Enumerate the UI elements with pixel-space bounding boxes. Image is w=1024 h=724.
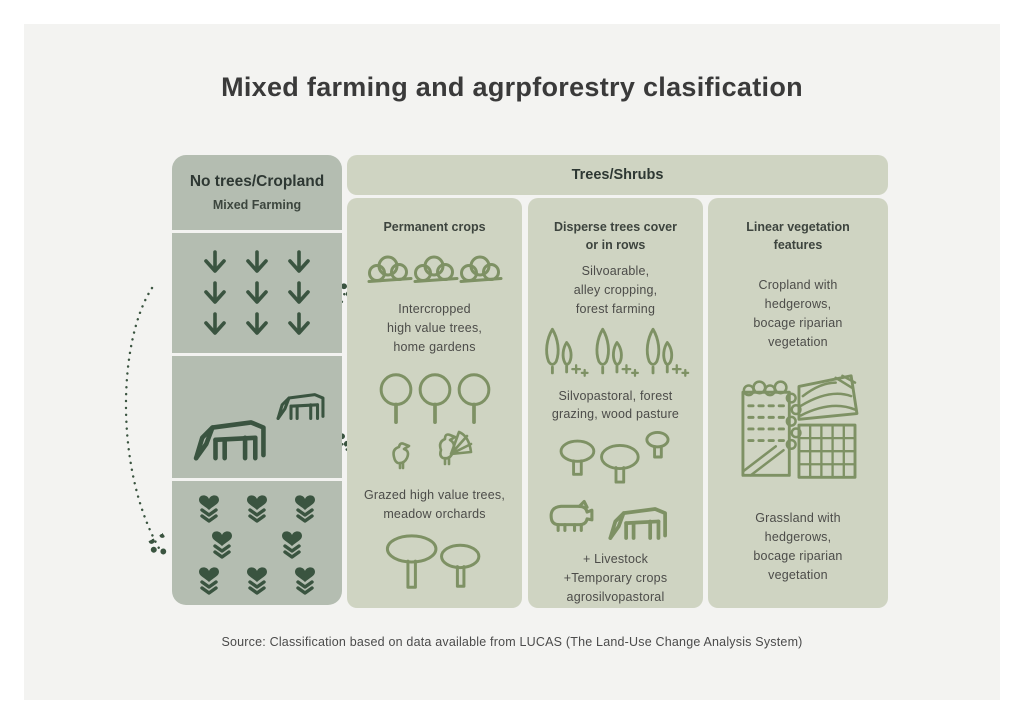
no-trees-cropland-title: No trees/Cropland [189, 173, 325, 190]
column-linear-vegetation: Linear vegetation features Cropland with… [708, 198, 888, 608]
poultry-icon [391, 431, 472, 470]
permanent-crops-title: Permanent crops [383, 220, 486, 234]
grazing-cattle-icon [182, 393, 325, 465]
page-title: Mixed farming and agrpforestry clasifica… [221, 72, 803, 102]
pig-and-cattle-icon [549, 499, 667, 540]
field-parcels-hedgerows-icon [741, 374, 859, 479]
crop-rows-icon [204, 250, 310, 336]
rotation-arrow-left-down [124, 286, 160, 550]
silvoarable-text: Silvoarable, alley cropping, forest farm… [573, 264, 658, 316]
column-disperse-trees: Disperse trees cover or in rows Silvoara… [528, 198, 703, 608]
disperse-trees-title: Disperse trees cover or in rows [554, 220, 677, 253]
seedlings-icon [198, 492, 316, 523]
source-note: Source: Classification based on data ava… [221, 635, 803, 649]
grassland-hedgerows-text: Grassland with hedgerows, bocage riparia… [753, 511, 843, 582]
grazed-text: Grazed high value trees, meadow orchards [364, 488, 505, 522]
infographic-card: Mixed farming and agrpforestry clasifica… [24, 24, 1000, 700]
seedlings-icon [211, 528, 303, 559]
cropland-hedgerows-text: Cropland with hedgerows, bocage riparian… [753, 278, 843, 349]
hedgerow-shrubs-icon [367, 255, 502, 284]
column-permanent-crops: Permanent crops Intercropped high value … [347, 198, 522, 608]
linear-vegetation-title: Linear vegetation features [746, 220, 850, 253]
mixed-farming-subtitle: Mixed Farming [212, 198, 302, 212]
no-trees-cropland-header: No trees/Cropland Mixed Farming [172, 155, 342, 230]
trees-shrubs-header: Trees/Shrubs [347, 155, 888, 195]
mixed-farming-cell-fallow [172, 481, 342, 605]
livestock-text: + Livestock +Temporary crops agrosilvopa… [563, 552, 668, 604]
mixed-farming-cell-crops [172, 233, 342, 353]
cypress-trees-with-crops-icon [544, 327, 690, 377]
silvopastoral-text: Silvopastoral, forest grazing, wood past… [551, 388, 680, 422]
intercropped-text: Intercropped high value trees, home gard… [386, 302, 483, 354]
orchard-trees-icon [379, 373, 490, 425]
pruned-trees-icon [385, 534, 480, 589]
seedlings-icon [198, 564, 316, 595]
scattered-trees-icon [559, 430, 670, 484]
mixed-farming-cell-livestock [172, 356, 342, 478]
